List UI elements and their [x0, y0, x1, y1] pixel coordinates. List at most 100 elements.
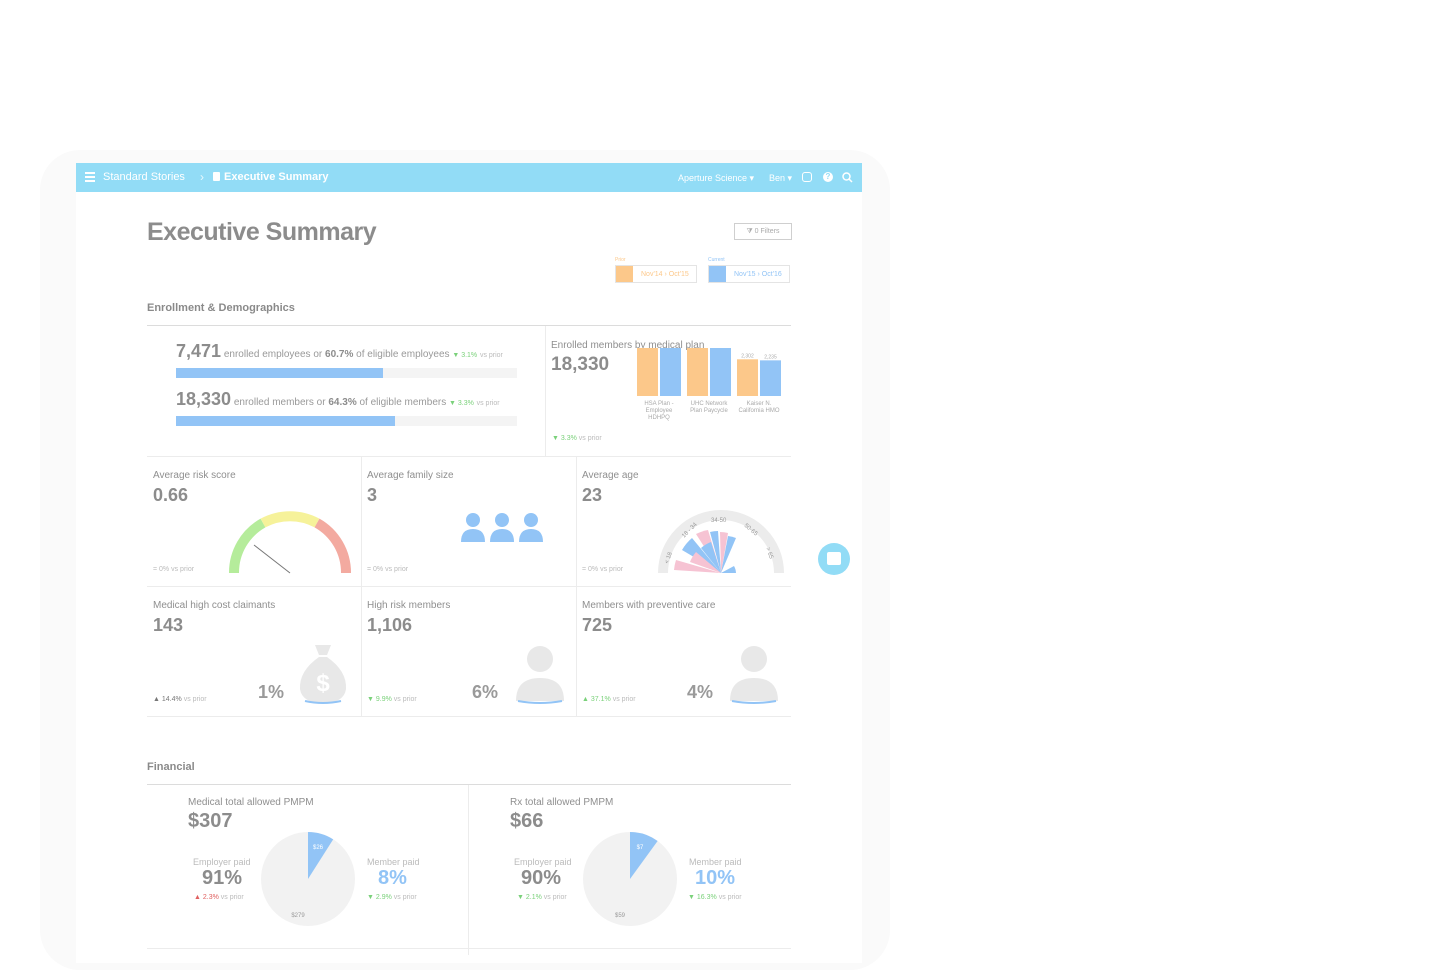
divider — [545, 326, 546, 456]
plan-category-label: HDHPQ — [648, 415, 670, 421]
age-footer: = 0% vs prior — [582, 566, 623, 573]
high-risk-pct: 6% — [472, 682, 499, 702]
vs-prior: vs prior — [393, 696, 417, 703]
dollar-glyph: $ — [316, 670, 330, 697]
family-people-icon — [461, 513, 543, 542]
employees-progress-bar — [176, 368, 517, 378]
vs-prior: vs prior — [183, 696, 207, 703]
page-title: Executive Summary — [147, 218, 377, 246]
risk-gauge — [228, 511, 352, 574]
rx-pmpm-value: $66 — [510, 810, 544, 832]
org-dropdown[interactable]: Aperture Science ▾ — [678, 173, 755, 183]
medical-member-change: ▼ 2.9% — [367, 894, 392, 901]
medical-pmpm-label: Medical total allowed PMPM — [188, 797, 314, 808]
divider — [147, 586, 791, 587]
vs-prior: vs prior — [578, 435, 602, 442]
divider — [576, 457, 577, 717]
age-label: Average age — [582, 470, 639, 481]
breadcrumb-root[interactable]: Standard Stories — [103, 171, 185, 183]
family-change: = 0% — [367, 566, 384, 573]
financial-heading: Financial — [147, 761, 195, 773]
preventive-pct: 4% — [687, 682, 714, 702]
high-cost-value: 143 — [153, 615, 184, 635]
employees-eligible-text: of eligible employees — [356, 349, 450, 360]
members-eligible-text: of eligible members — [359, 397, 447, 408]
divider — [147, 456, 791, 457]
vs-prior: vs prior — [600, 566, 624, 573]
rx-employer-footer: ▼ 2.1% vs prior — [517, 894, 567, 901]
pie-slice-member[interactable] — [308, 832, 334, 879]
prior-date-range[interactable]: Nov'14 › Oct'15 — [615, 265, 697, 283]
help-icon[interactable]: ? — [823, 172, 833, 182]
plan-bar[interactable] — [637, 348, 658, 396]
rx-employer-change: ▼ 2.1% — [517, 894, 542, 901]
rx-employer-pct: 90% — [521, 867, 562, 889]
divider — [361, 587, 362, 717]
high-risk-value: 1,106 — [367, 615, 413, 635]
family-value: 3 — [367, 485, 378, 505]
chat-button[interactable] — [818, 543, 850, 575]
medical-pie-chart: $26 $279 — [261, 832, 355, 926]
filters-button[interactable]: ⧩ 0 Filters — [734, 223, 792, 240]
user-dropdown[interactable]: Ben ▾ — [769, 173, 793, 183]
plan-bar[interactable] — [660, 348, 681, 396]
breadcrumb-separator-icon: › — [200, 170, 204, 184]
plan-bar[interactable] — [760, 360, 781, 396]
high-risk-footer: ▼ 9.9% vs prior — [367, 696, 417, 703]
age-band-label: < 18 — [664, 551, 674, 565]
plan-chart-footer: ▼ 3.3% vs prior — [552, 435, 602, 442]
plan-chart-label: Enrolled members by medical plan — [551, 340, 705, 351]
plan-bar[interactable] — [737, 359, 758, 396]
members-progress-fill — [176, 416, 396, 426]
rx-pie-chart: $7 $59 — [583, 832, 677, 926]
rx-pmpm-label: Rx total allowed PMPM — [510, 797, 614, 808]
high-cost-change: ▲ 14.4% — [153, 696, 182, 703]
risk-label: Average risk score — [153, 470, 236, 481]
current-date-range[interactable]: Nov'15 › Oct'16 — [708, 265, 790, 283]
vs-prior: vs prior — [220, 894, 244, 901]
announcements-icon[interactable] — [802, 172, 812, 182]
pie-employer-value: $279 — [291, 913, 305, 919]
employees-text: enrolled employees — [223, 349, 311, 360]
medical-employer-footer: ▲ 2.3% vs prior — [194, 894, 244, 901]
preventive-label: Members with preventive care — [582, 600, 716, 611]
employees-count: 7,471 — [176, 341, 222, 361]
medical-employer-change: ▲ 2.3% — [194, 894, 219, 901]
vs-prior: vs prior — [171, 566, 195, 573]
plan-category-label: Kaiser N. — [747, 401, 772, 407]
filter-icon: ⧩ — [746, 228, 753, 235]
preventive-value: 725 — [582, 615, 613, 635]
plan-bar-value-label: 2,302 — [741, 353, 754, 359]
members-progress-bar — [176, 416, 517, 426]
high-risk-change: ▼ 9.9% — [367, 696, 392, 703]
plan-bar-value-label: 2,235 — [764, 354, 777, 360]
members-count: 18,330 — [176, 389, 232, 409]
medical-employer-label: Employer paid — [193, 857, 251, 867]
employees-pct: 60.7% — [325, 349, 354, 360]
rx-member-change: ▼ 16.3% — [688, 894, 717, 901]
vs-prior: vs prior — [543, 894, 567, 901]
hamburger-menu-icon[interactable] — [85, 172, 95, 182]
or-text: or — [316, 397, 326, 408]
current-label: Current — [708, 257, 725, 263]
members-change: ▼ 3.3% — [449, 400, 474, 407]
enrolled-members-summary: 18,330 enrolled members or 64.3% of elig… — [176, 389, 500, 410]
current-swatch — [709, 266, 726, 282]
plan-category-label: HSA Plan - — [644, 401, 673, 407]
pie-slice-member[interactable] — [630, 832, 658, 879]
preventive-footer: ▲ 37.1% vs prior — [582, 696, 636, 703]
divider — [361, 457, 362, 587]
rx-member-footer: ▼ 16.3% vs prior — [688, 894, 742, 901]
search-icon[interactable] — [842, 172, 853, 183]
chat-icon — [827, 552, 841, 565]
employees-progress-fill — [176, 368, 383, 378]
plan-bar[interactable] — [710, 348, 731, 396]
person-icon — [516, 646, 564, 704]
rx-member-pct: 10% — [695, 867, 736, 889]
plan-bar[interactable] — [687, 348, 708, 396]
risk-change: = 0% — [153, 566, 170, 573]
high-cost-label: Medical high cost claimants — [153, 600, 276, 611]
pie-employer-value: $59 — [615, 913, 626, 919]
prior-range-text: Nov'14 › Oct'15 — [641, 271, 689, 278]
document-icon — [213, 172, 220, 181]
